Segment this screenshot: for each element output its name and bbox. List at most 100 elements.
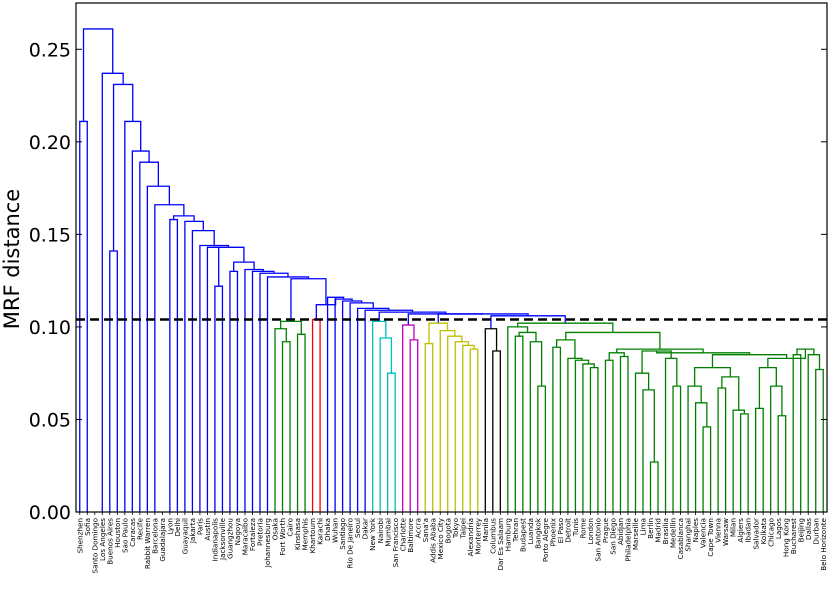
dendrogram-link-67 (589, 366, 599, 512)
leaf-label: Accra (413, 518, 422, 538)
dendrogram-link-45 (428, 322, 449, 344)
dendrogram-link-68 (616, 348, 704, 353)
leaf-label: Taipei (458, 518, 467, 540)
dendrogram-link-60 (537, 385, 547, 512)
leaf-label: Jacksonville (218, 517, 227, 561)
leaf-label: Phoenix (548, 517, 557, 546)
dendrogram-link-78 (672, 385, 682, 512)
leaf-label: Cairo (286, 518, 295, 537)
leaf-label: Medellin (669, 518, 678, 548)
leaf-label: Madrid (654, 518, 663, 543)
leaf-label: Budapest (518, 518, 527, 552)
dendrogram-link-76 (649, 461, 659, 512)
leaf-label: Mexico City (436, 517, 445, 559)
dendrogram-link-65 (574, 359, 590, 512)
leaf-label: Manila (481, 518, 490, 542)
leaf-label: Shanghai (684, 518, 693, 552)
leaf-label: Memphis (301, 518, 310, 551)
leaf-label: San Antonio (594, 518, 603, 561)
dendrogram-link-43 (409, 339, 419, 512)
dendrogram-link-16 (206, 246, 220, 512)
leaf-label: New York (368, 517, 377, 551)
y-tick-label: 0.25 (29, 39, 71, 61)
dendrogram-link-46 (424, 342, 434, 512)
dendrogram-link-37 (378, 311, 447, 322)
leaf-label: Rio De Janeiro (346, 518, 355, 569)
leaf-label: Dallas (804, 518, 813, 540)
dendrogram-link-71 (619, 355, 629, 512)
leaf-label: Valencia (699, 518, 708, 548)
leaf-label: Wuhan (331, 518, 340, 543)
dendrogram-link-51 (469, 348, 479, 512)
dendrogram-link-52 (490, 315, 566, 329)
leaf-label: Jakarta (188, 518, 197, 544)
leaf-label: Rabbit Warren (143, 518, 152, 569)
leaf-label: Brasilia (661, 518, 670, 544)
dendrogram-link-28 (296, 333, 306, 512)
leaf-label: Caracas (128, 518, 137, 547)
dendrogram-link-77 (664, 357, 678, 512)
leaf-label: Ibadan (744, 518, 753, 543)
dendrogram-link-32 (334, 298, 353, 512)
leaf-label: Hamburg (503, 518, 512, 551)
dendrogram-link-59 (529, 341, 543, 512)
dendrogram-link-40 (387, 372, 396, 512)
leaf-label: Charlotte (398, 517, 407, 551)
dendrogram-link-56 (507, 326, 529, 512)
leaf-label: Lagos (774, 518, 783, 539)
leaf-label: Khartoum (308, 518, 317, 553)
dendrogram-link-2 (101, 72, 124, 512)
leaf-label: Pretoria (256, 518, 265, 546)
leaf-label: Casablanca (676, 518, 685, 559)
leaf-label: Nairobi (376, 518, 385, 544)
dendrogram-link-50 (462, 344, 475, 512)
y-tick-label: 0.20 (29, 132, 71, 154)
leaf-label: Santiago (338, 518, 347, 550)
dendrogram-links (79, 28, 824, 512)
leaf-label: Paris (196, 518, 205, 535)
dendrogram-link-64 (567, 357, 583, 512)
leaf-label: Philadelphia (624, 518, 633, 562)
leaf-label: Tehran (511, 518, 520, 543)
dendrogram-link-82 (694, 402, 708, 512)
dendrogram-link-79 (711, 354, 788, 368)
leaf-label: Maracaibo (241, 518, 250, 555)
leaf-label: Lyon (165, 518, 174, 535)
dendrogram-link-22 (259, 272, 289, 512)
dendrogram-link-9 (154, 204, 185, 512)
leaf-label: Vienna (714, 518, 723, 543)
leaf-label: Beijing (796, 518, 805, 542)
dendrogram-link-48 (447, 335, 463, 512)
leaf-label: Chicago (766, 518, 775, 547)
leaf-label: Tunis (571, 518, 580, 537)
leaf-label: Cape Town (706, 518, 715, 557)
leaf-label: Tokyo (451, 518, 460, 539)
leaf-label: Belo Horizonte (819, 517, 828, 570)
dendrogram-link-33 (341, 300, 363, 512)
dendrogram-link-61 (565, 331, 661, 350)
leaf-label: Delhi (173, 518, 182, 537)
dendrogram-link-57 (518, 331, 537, 342)
dendrogram-link-87 (739, 413, 749, 512)
dendrogram-link-0 (82, 28, 114, 122)
dendrogram-link-27 (281, 341, 291, 512)
leaf-label: San Francisco (391, 518, 400, 567)
dendrogram-link-4 (109, 250, 118, 512)
dendrogram-link-70 (604, 359, 614, 512)
dendrogram-link-12 (184, 220, 204, 512)
dendrogram-link-38 (371, 320, 387, 512)
leaf-label: Luanda (526, 518, 535, 544)
dendrogram-link-86 (732, 409, 746, 512)
leaf-label: Sao Paulo (120, 518, 129, 553)
dendrogram-link-69 (608, 352, 625, 361)
dendrogram-link-95 (807, 354, 821, 512)
leaf-label: Kolkata (759, 518, 768, 544)
leaf-label: Alexandria (466, 518, 475, 556)
dendrogram-link-25 (279, 320, 302, 335)
dendrogram-link-63 (552, 346, 562, 512)
dendrogram-link-55 (517, 322, 614, 333)
dendrogram-link-31 (326, 296, 345, 512)
dendrogram-link-23 (266, 276, 310, 512)
